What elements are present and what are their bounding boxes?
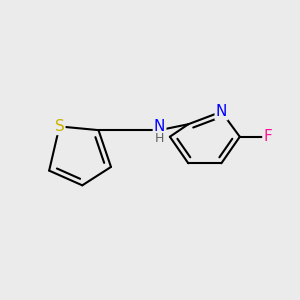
Text: N: N: [154, 119, 165, 134]
Text: F: F: [263, 129, 272, 144]
Text: S: S: [55, 119, 64, 134]
Text: H: H: [155, 133, 164, 146]
Text: N: N: [216, 104, 227, 119]
